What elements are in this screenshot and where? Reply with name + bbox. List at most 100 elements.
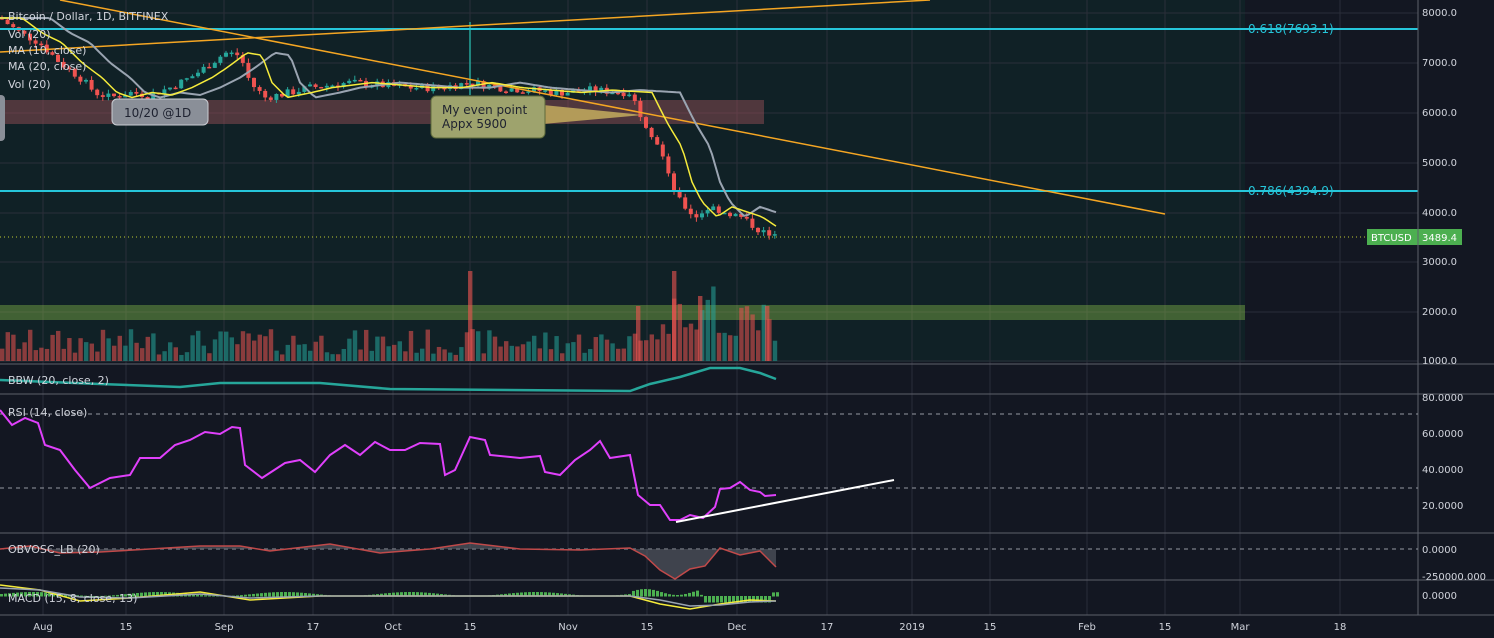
time-axis-tick-label: 17: [307, 622, 320, 633]
indicator-vol-2[interactable]: Vol (20): [8, 78, 51, 91]
macd-histogram-bar: [48, 592, 51, 597]
macd-histogram-bar: [92, 595, 95, 597]
candle-body: [638, 101, 643, 118]
volume-bar: [655, 339, 660, 361]
macd-histogram-bar: [216, 595, 219, 597]
price-ticker-symbol: BTCUSD: [1371, 233, 1412, 244]
candle-body: [246, 62, 251, 78]
macd-histogram-bar: [84, 595, 87, 597]
volume-bar: [627, 336, 632, 361]
candle-body: [112, 93, 116, 97]
cut-off-note[interactable]: [0, 95, 5, 141]
volume-spike: [698, 296, 703, 361]
indicator-vol-1[interactable]: Vol (20): [8, 28, 51, 41]
candle-body: [95, 89, 100, 96]
time-axis-tick-label: Nov: [558, 622, 578, 633]
macd-histogram-bar: [284, 592, 287, 597]
upper-trendline[interactable]: [0, 0, 931, 53]
macd-signal-line: [0, 587, 777, 607]
macd-histogram-bar: [404, 592, 407, 597]
volume-bar: [95, 351, 100, 361]
macd-histogram-bar: [132, 593, 135, 597]
macd-histogram-bar: [772, 592, 775, 597]
rsi-axis-tick-label: 20.0000: [1422, 501, 1463, 512]
volume-spike: [672, 271, 677, 361]
macd-histogram-bar: [760, 596, 763, 603]
volume-bar: [324, 352, 330, 361]
macd-histogram-bar: [312, 593, 315, 597]
macd-histogram-bar: [4, 593, 7, 597]
candle-body: [352, 79, 357, 82]
macd-histogram-bar: [424, 592, 427, 597]
volume-bar: [509, 345, 514, 361]
candle-body: [313, 84, 318, 87]
volume-bar: [89, 343, 94, 361]
indicator-ma10[interactable]: MA (10, close): [8, 44, 86, 57]
candle-body: [235, 52, 240, 56]
candle-body: [5, 19, 10, 25]
time-axis-tick-label: 15: [464, 622, 477, 633]
bbw-label[interactable]: BBW (20, close, 2): [8, 374, 109, 387]
volume-bar: [666, 333, 671, 361]
indicator-ma20[interactable]: MA (20, close): [8, 60, 86, 73]
macd-histogram-bar: [556, 593, 559, 597]
volume-bar: [207, 353, 212, 361]
volume-bar: [526, 341, 531, 361]
candle-body: [324, 85, 329, 88]
timeframe-note-text: 10/20 @1D: [124, 106, 191, 120]
macd-histogram-bar: [428, 592, 431, 597]
macd-histogram-bar: [720, 596, 723, 603]
volume-bar: [688, 323, 694, 361]
macd-histogram-bar: [8, 593, 11, 597]
price-ticker-symbol-badge: [1367, 229, 1429, 245]
candle-body: [470, 83, 475, 86]
macd-histogram-bar: [672, 594, 675, 597]
volume-bar: [364, 329, 369, 361]
macd-histogram-bar: [144, 592, 147, 597]
support-zone: [0, 305, 1245, 320]
macd-label[interactable]: MACD (15, 8, close, 13): [8, 592, 137, 605]
macd-histogram-bar: [768, 596, 771, 603]
obv-label[interactable]: OBVOSC_LB (20): [8, 543, 100, 556]
volume-bar: [16, 348, 22, 361]
rsi-label[interactable]: RSI (14, close): [8, 406, 87, 419]
volume-bar: [543, 332, 548, 361]
price-axis[interactable]: 8000.0 7000.0 6000.0 5000.0 4000.0 3000.0 2000…: [1422, 8, 1486, 602]
candle-body: [414, 87, 419, 90]
volume-bar: [459, 347, 464, 361]
rsi-divergence-line[interactable]: [675, 479, 895, 523]
price-axis-tick-label: 3000.0: [1422, 257, 1457, 268]
macd-histogram-bar: [108, 595, 111, 597]
candle-body: [240, 55, 245, 63]
macd-histogram-bar: [200, 595, 203, 597]
volume-bar: [22, 342, 27, 361]
rsi-axis-tick-label: 60.0000: [1422, 429, 1463, 440]
candle-body: [515, 88, 520, 93]
candle-body: [263, 90, 268, 98]
obv-area: [0, 543, 776, 579]
ma10-line: [0, 17, 777, 227]
candle-body: [621, 92, 626, 97]
volume-bar: [78, 338, 83, 361]
candle-body: [285, 89, 290, 97]
descending-trendline[interactable]: [59, 0, 1166, 215]
macd-histogram-bar: [416, 592, 419, 597]
even-point-note[interactable]: [430, 95, 546, 139]
timeframe-note[interactable]: [111, 98, 209, 126]
volume-bar: [173, 347, 178, 361]
volume-bar: [145, 336, 150, 361]
candle-body: [39, 43, 44, 46]
time-axis-tick-label: Mar: [1231, 622, 1251, 633]
macd-histogram-bar: [732, 596, 735, 603]
candle-body: [593, 86, 598, 92]
macd-histogram-bar: [112, 595, 115, 597]
volume-bar: [5, 332, 10, 361]
macd-histogram-bar: [212, 595, 215, 597]
time-axis[interactable]: Aug 15 Sep 17 Oct 15 Nov 15 Dec 17 2019 15 Feb 15 Mar 1…: [33, 622, 1346, 633]
macd-histogram-bar: [688, 592, 691, 597]
volume-bar: [728, 335, 733, 361]
macd-histogram-bar: [140, 592, 143, 597]
volume-bar: [61, 348, 66, 361]
price-axis-tick-label: 4000.0: [1422, 208, 1457, 219]
